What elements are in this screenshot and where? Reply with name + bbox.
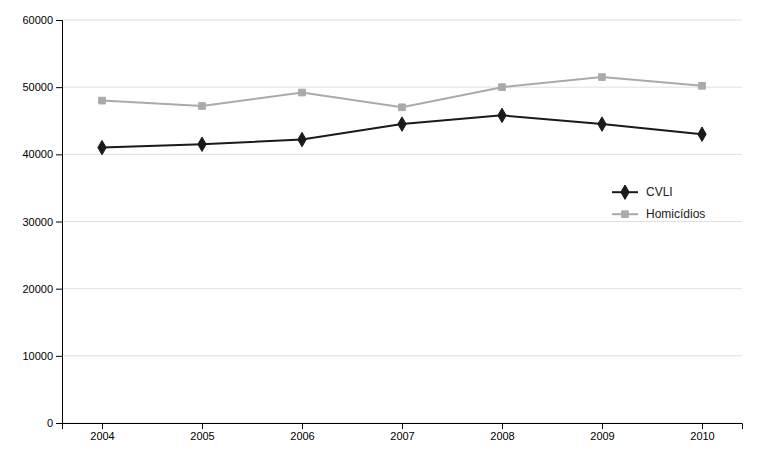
tick-label: 2009 — [590, 430, 614, 442]
marker — [698, 127, 706, 141]
legend-item: Homicídios — [612, 207, 705, 221]
marker — [599, 74, 606, 81]
tick: 2004 — [90, 423, 114, 442]
legend-item: CVLI — [612, 185, 673, 199]
tick-label: 2005 — [190, 430, 214, 442]
tick: 2010 — [690, 423, 714, 442]
plot-area: 2004 2005 2006 2007 2008 2009 2010 0 10000 20000 3… — [22, 14, 742, 442]
tick-label: 30000 — [22, 216, 53, 228]
marker — [298, 132, 306, 146]
tick-label: 2006 — [290, 430, 314, 442]
series-group — [98, 74, 706, 155]
chart: 2004 2005 2006 2007 2008 2009 2010 0 10000 20000 3… — [0, 0, 766, 459]
grid-line — [62, 288, 742, 289]
marker — [498, 108, 506, 122]
tick-mark — [102, 423, 103, 429]
tick-mark — [56, 222, 62, 223]
grid-line — [62, 20, 742, 21]
marker — [99, 97, 106, 104]
legend: CVLI Homicídios — [612, 185, 705, 221]
tick-mark — [56, 356, 62, 357]
grid-line — [62, 221, 742, 222]
marker — [198, 137, 206, 151]
tick-mark — [702, 423, 703, 429]
marker — [199, 103, 206, 110]
tick-mark — [56, 20, 62, 21]
marker — [598, 117, 606, 131]
x-axis: 2004 2005 2006 2007 2008 2009 2010 — [63, 423, 743, 442]
tick-label: 40000 — [22, 148, 53, 160]
tick-mark — [56, 289, 62, 290]
tick: 2008 — [490, 423, 514, 442]
series-line — [102, 115, 702, 147]
tick: 50000 — [22, 81, 62, 93]
legend-marker — [621, 185, 629, 199]
tick-label: 2010 — [690, 430, 714, 442]
tick-label: 2008 — [490, 430, 514, 442]
legend-label: CVLI — [646, 185, 673, 199]
grid-line — [62, 87, 742, 88]
tick-mark — [502, 423, 503, 429]
tick: 40000 — [22, 148, 62, 160]
y-axis: 0 10000 20000 30000 40000 50000 60000 — [22, 14, 62, 429]
grid — [62, 20, 742, 423]
tick-mark — [56, 423, 62, 424]
marker — [299, 89, 306, 96]
tick-label: 2004 — [90, 430, 114, 442]
axis-line — [63, 424, 743, 430]
tick-mark — [602, 423, 603, 429]
tick: 30000 — [22, 216, 62, 228]
tick-label: 10000 — [22, 350, 53, 362]
marker — [399, 104, 406, 111]
tick-mark — [56, 87, 62, 88]
tick-label: 0 — [47, 417, 53, 429]
legend-marker — [622, 211, 629, 218]
grid-line — [62, 154, 742, 155]
tick-label: 50000 — [22, 81, 53, 93]
marker — [98, 140, 106, 154]
tick: 2009 — [590, 423, 614, 442]
tick-mark — [56, 154, 62, 155]
marker — [398, 117, 406, 131]
tick: 60000 — [22, 14, 62, 26]
tick-label: 2007 — [390, 430, 414, 442]
tick-label: 60000 — [22, 14, 53, 26]
tick-mark — [202, 423, 203, 429]
marker — [699, 82, 706, 89]
tick: 0 — [47, 417, 62, 429]
tick: 2006 — [290, 423, 314, 442]
legend-label: Homicídios — [646, 207, 705, 221]
axis-line — [56, 21, 63, 424]
series-line — [102, 77, 702, 107]
tick: 2005 — [190, 423, 214, 442]
tick: 2007 — [390, 423, 414, 442]
tick-mark — [402, 423, 403, 429]
tick: 10000 — [22, 350, 62, 362]
tick: 20000 — [22, 283, 62, 295]
tick-label: 20000 — [22, 283, 53, 295]
tick-mark — [302, 423, 303, 429]
grid-line — [62, 355, 742, 356]
marker — [499, 84, 506, 91]
